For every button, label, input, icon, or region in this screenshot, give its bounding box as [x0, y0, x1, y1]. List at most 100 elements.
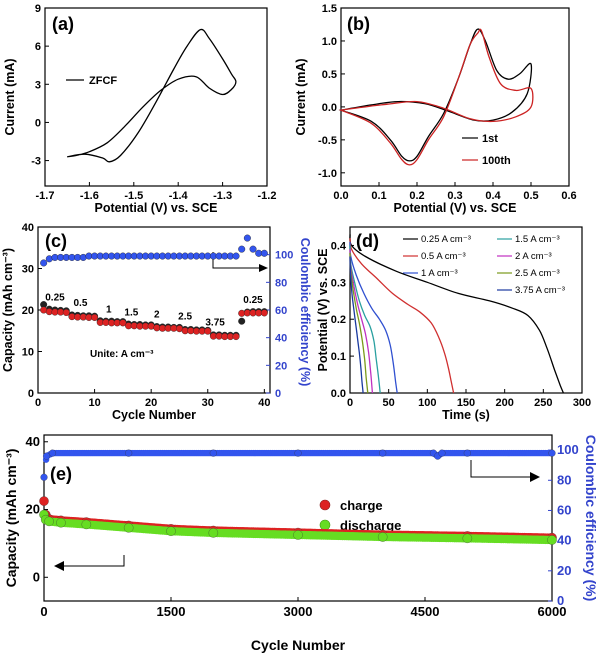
x-tick-label-e: 4500	[411, 604, 440, 619]
y-tick-label-e: 20	[26, 502, 40, 517]
legend-label-charge: charge	[340, 498, 383, 513]
legend-label-d3: 1.5 A cm⁻³	[515, 234, 560, 245]
series-line-b-0	[338, 28, 533, 162]
panel-e-label: (e)	[50, 464, 72, 484]
x-tick-label-a: -1.6	[80, 190, 99, 202]
data-anchor-e-1	[462, 533, 473, 544]
data-anchor-e-1	[547, 535, 557, 545]
data-anchor-e-1	[208, 528, 219, 538]
x-tick-label-d: 200	[495, 397, 513, 409]
x-tick-label-b: 0.4	[485, 190, 501, 202]
rate-label: 0.5	[73, 298, 87, 309]
panel-e-ylabel: Capacity (mAh cm⁻³)	[3, 449, 19, 588]
legend-label-d0: 0.25 A cm⁻³	[421, 234, 471, 245]
legend-marker-discharge	[319, 519, 331, 531]
panel-a-label: (a)	[52, 14, 74, 34]
y-right-tick-label-c: 80	[275, 277, 287, 289]
panel-a-ylabel: Current (mA)	[3, 58, 17, 135]
series-line-d-1	[349, 237, 455, 394]
data-point-c-2	[40, 259, 48, 267]
legend-label-zfcf: ZFCF	[89, 75, 117, 87]
y-tick-label-a: 0	[35, 117, 41, 129]
y-tick-label-d: 0.3	[331, 277, 346, 289]
x-tick-label-d: 250	[534, 397, 552, 409]
y-right-tick-label-e: 60	[557, 502, 571, 517]
panel-a-xlabel: Potential (V) vs. SCE	[95, 201, 218, 215]
y-right-tick-label-c: 60	[275, 305, 287, 317]
y-right-tick-label-e: 100	[557, 442, 579, 457]
series-line-d-3	[349, 245, 381, 394]
data-point-c-2	[260, 249, 268, 257]
data-anchor-e-2	[48, 449, 57, 457]
panel-d-xlabel: Time (s)	[442, 408, 490, 422]
rate-label: 0.25	[45, 292, 65, 303]
y-tick-label-d: 0.2	[331, 314, 346, 326]
x-tick-label-d: 150	[457, 397, 475, 409]
data-anchor-e-2	[42, 452, 51, 460]
y-right-tick-label-e: 80	[557, 472, 571, 487]
y-tick-label-b: -1.0	[318, 168, 337, 180]
x-tick-label-e: 3000	[284, 604, 313, 619]
panel-e-left-arrow-line	[62, 555, 125, 567]
y-tick-label-c: 10	[22, 347, 34, 359]
series-line-d-0	[349, 234, 564, 394]
data-anchor-e-1	[81, 519, 92, 530]
panel-d-label: (d)	[356, 231, 379, 251]
y-tick-label-b: -0.5	[318, 135, 337, 147]
rate-label: 3.75	[205, 317, 225, 328]
series-line-d-6	[349, 256, 364, 394]
rate-label: 2	[154, 309, 160, 320]
y-tick-label-a: 9	[35, 3, 41, 15]
rate-label: 1	[106, 304, 112, 315]
data-anchor-e-1	[293, 530, 303, 540]
x-tick-label-b: 0.0	[333, 190, 348, 202]
y-right-tick-label-c: 0	[275, 388, 281, 400]
data-anchor-e-2	[40, 473, 48, 481]
y-tick-label-a: -3	[31, 156, 41, 168]
x-tick-label-c: 20	[145, 397, 157, 409]
data-point-c-2	[238, 245, 246, 253]
legend-label-100th: 100th	[482, 155, 511, 167]
y-tick-label-d: 0.1	[331, 351, 346, 363]
x-tick-label-d: 100	[418, 397, 436, 409]
data-point-c-2	[249, 245, 257, 253]
panel-c-label: (c)	[45, 231, 67, 251]
legend-label-1st: 1st	[482, 133, 498, 145]
y-right-tick-label-c: 20	[275, 360, 287, 372]
data-anchor-e-2	[209, 449, 217, 457]
panel-c-ylabel: Capacity (mAh cm⁻³)	[1, 248, 15, 372]
data-anchor-e-2	[294, 449, 302, 457]
panel-c-unit-annotation: Unite: A cm⁻³	[90, 349, 154, 360]
panel-e-left-arrow-head	[54, 561, 64, 571]
x-tick-label-b: 0.5	[523, 190, 538, 202]
legend-marker-charge	[319, 499, 331, 511]
x-tick-label-e: 1500	[157, 604, 186, 619]
x-tick-label-d: 50	[383, 397, 395, 409]
panel-e-right-arrow-line	[470, 460, 532, 478]
x-tick-label-c: 10	[88, 397, 100, 409]
legend-label-d5: 2.5 A cm⁻³	[515, 268, 560, 279]
y-right-tick-label-c: 40	[275, 333, 287, 345]
data-anchor-e-2	[379, 449, 387, 457]
rate-label: 1.5	[124, 307, 138, 318]
y-tick-label-e: 0	[33, 569, 40, 584]
panel-e-right-arrow-head	[530, 472, 540, 482]
panel-d-ylabel: Potential (V) vs. SCE	[316, 249, 330, 372]
y-tick-label-b: 0.5	[322, 69, 337, 81]
y-tick-label-e: 40	[26, 434, 40, 449]
data-anchor-e-1	[123, 523, 134, 533]
panel-e-xlabel: Cycle Number	[251, 637, 346, 653]
y-right-tick-label-c: 100	[275, 250, 293, 262]
x-tick-label-b: 0.6	[561, 190, 576, 202]
x-tick-label-a: -1.2	[258, 190, 277, 202]
panel-b-xlabel: Potential (V) vs. SCE	[394, 201, 517, 215]
panel-b-label: (b)	[347, 14, 370, 34]
series-line-b-1	[338, 28, 534, 166]
data-anchor-e-1	[56, 517, 66, 528]
y-tick-label-a: 6	[35, 41, 41, 53]
data-anchor-e-2	[438, 449, 446, 457]
panel-b-legend: 1st 100th	[462, 133, 511, 167]
data-point-c-1	[204, 327, 212, 335]
panel-e-axis-arrows	[54, 460, 540, 571]
